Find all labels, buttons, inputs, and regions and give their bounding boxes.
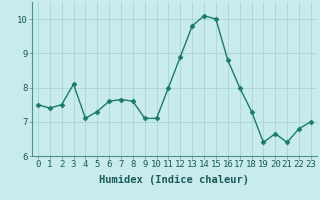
X-axis label: Humidex (Indice chaleur): Humidex (Indice chaleur)	[100, 175, 249, 185]
